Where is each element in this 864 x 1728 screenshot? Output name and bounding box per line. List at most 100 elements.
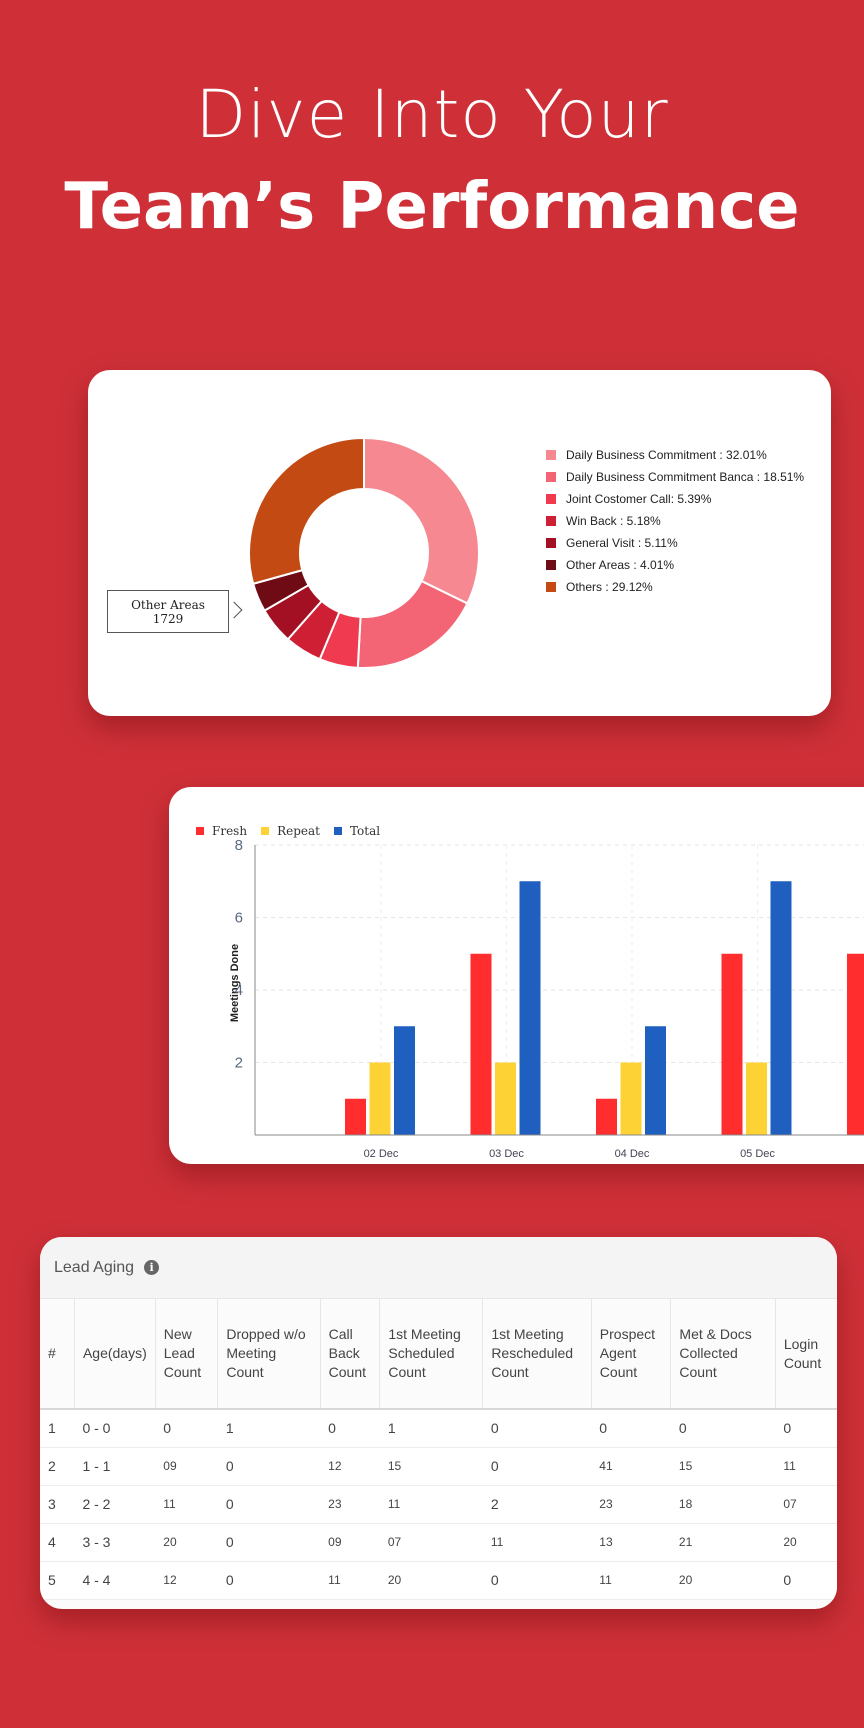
legend-swatch: [333, 827, 342, 835]
legend-swatch: [546, 538, 556, 548]
table-cell: 15: [379, 1447, 483, 1486]
table-cell: 21: [670, 1523, 776, 1562]
y-tick-label: 8: [235, 837, 243, 854]
legend-label: Total: [349, 824, 381, 838]
donut-legend-item[interactable]: Daily Business Commitment Banca : 18.51%: [546, 470, 804, 484]
column-header[interactable]: Age(days): [74, 1299, 156, 1410]
bar-legend: Fresh Repeat Total: [196, 824, 380, 838]
column-header[interactable]: New Lead Count: [155, 1299, 219, 1410]
table-cell: 09: [320, 1523, 380, 1562]
bar-fresh[interactable]: [721, 953, 743, 1135]
legend-item-total[interactable]: Total: [333, 824, 381, 838]
table-cell: 12: [320, 1447, 380, 1486]
bar-fresh[interactable]: [345, 1098, 366, 1135]
table-cell: 2 - 2: [74, 1485, 156, 1524]
bar-repeat[interactable]: [620, 1062, 642, 1136]
bar-repeat[interactable]: [746, 1062, 767, 1136]
table-cell: 2: [482, 1485, 592, 1524]
bar-repeat[interactable]: [369, 1062, 391, 1136]
table-cell: 0: [217, 1561, 321, 1600]
table-cell: 23: [591, 1485, 671, 1524]
table-cell: 4 - 4: [74, 1561, 156, 1600]
table-cell: 20: [775, 1523, 837, 1562]
x-tick-label: 02 Dec: [364, 1148, 399, 1160]
bar-chart-card: Fresh Repeat Total Meetings Done 2 4 6 8 02 …: [169, 787, 864, 1164]
table-cell: 11: [155, 1485, 218, 1524]
legend-label: General Visit : 5.11%: [566, 536, 678, 550]
lead-aging-card: Lead Aging i # Age(days) New Lead Count Dro…: [40, 1237, 837, 1609]
table-cell: 07: [379, 1523, 483, 1562]
bar-total[interactable]: [394, 1026, 415, 1135]
legend-swatch: [546, 516, 556, 526]
legend-swatch: [546, 494, 556, 504]
bar-total[interactable]: [519, 881, 541, 1135]
column-header[interactable]: 1st Meeting Scheduled Count: [379, 1299, 484, 1410]
table-cell: 0: [482, 1409, 592, 1448]
donut-legend-item[interactable]: Others : 29.12%: [546, 580, 653, 594]
x-tick-label: 03 Dec: [489, 1148, 524, 1160]
legend-label: Daily Business Commitment : 32.01%: [566, 448, 767, 462]
column-header[interactable]: Dropped w/o Meeting Count: [217, 1299, 321, 1410]
table-cell: 0: [482, 1447, 592, 1486]
column-header[interactable]: Call Back Count: [320, 1299, 381, 1410]
table-cell: 3: [40, 1485, 75, 1524]
legend-label: Repeat: [277, 824, 320, 838]
table-cell: 0: [670, 1409, 776, 1448]
donut-slice[interactable]: [363, 436, 480, 605]
y-tick-label: 4: [235, 982, 243, 999]
legend-label: Daily Business Commitment Banca : 18.51%: [566, 470, 805, 484]
table-cell: 2: [40, 1447, 75, 1486]
legend-label: Other Areas : 4.01%: [566, 558, 675, 572]
legend-swatch: [546, 472, 556, 482]
donut-legend-item[interactable]: Other Areas : 4.01%: [546, 558, 674, 572]
x-tick-label: 05 Dec: [740, 1148, 775, 1160]
table-cell: 11: [591, 1561, 671, 1600]
legend-item-repeat[interactable]: Repeat: [261, 824, 320, 838]
legend-swatch: [196, 827, 204, 835]
table-cell: 0: [591, 1409, 671, 1448]
bar-fresh[interactable]: [847, 953, 864, 1135]
donut-legend-item[interactable]: General Visit : 5.11%: [546, 536, 678, 550]
bar-repeat[interactable]: [495, 1062, 516, 1136]
hero-title-line2: Team’s Performance: [64, 170, 800, 244]
column-header[interactable]: Login Count: [775, 1299, 837, 1410]
table-cell: 20: [379, 1561, 483, 1600]
table-cell: 0: [320, 1409, 380, 1448]
donut-legend-item[interactable]: Win Back : 5.18%: [546, 514, 661, 528]
bar-total[interactable]: [645, 1026, 666, 1135]
legend-label: Fresh: [212, 824, 248, 838]
hero-title-line1: Dive Into Your: [195, 76, 669, 153]
column-header[interactable]: #: [40, 1299, 75, 1410]
lead-aging-table: # Age(days) New Lead Count Dropped w/o Meet…: [40, 1299, 837, 1600]
table-cell: 4: [40, 1523, 75, 1562]
tooltip-label: Other Areas: [131, 598, 205, 612]
legend-item-fresh[interactable]: Fresh: [196, 824, 247, 838]
bar-total[interactable]: [770, 881, 792, 1135]
column-header[interactable]: Prospect Agent Count: [591, 1299, 672, 1410]
table-header-row: # Age(days) New Lead Count Dropped w/o Meet…: [40, 1299, 837, 1410]
table-cell: 0: [155, 1409, 218, 1448]
table-cell: 41: [591, 1447, 671, 1486]
donut-legend-item[interactable]: Daily Business Commitment : 32.01%: [546, 448, 767, 462]
donut-tooltip: Other Areas 1729: [107, 590, 229, 633]
donut-chart-card: Other Areas 1729 Daily Business Commitme…: [88, 370, 831, 716]
donut-legend-item[interactable]: Joint Costomer Call: 5.39%: [546, 492, 711, 506]
table-cell: 1 - 1: [74, 1447, 156, 1486]
table-cell: 11: [320, 1561, 380, 1600]
table-cell: 11: [482, 1523, 592, 1562]
column-header[interactable]: Met & Docs Collected Count: [670, 1299, 776, 1410]
tooltip-value: 1729: [152, 612, 184, 626]
column-header[interactable]: 1st Meeting Rescheduled Count: [482, 1299, 592, 1410]
table-cell: 0 - 0: [74, 1409, 156, 1448]
donut-slice[interactable]: [248, 436, 365, 586]
legend-swatch: [546, 450, 556, 460]
bar-fresh[interactable]: [596, 1098, 617, 1135]
y-tick-label: 6: [235, 910, 243, 927]
info-icon[interactable]: i: [144, 1260, 160, 1275]
bar-fresh[interactable]: [470, 953, 492, 1135]
